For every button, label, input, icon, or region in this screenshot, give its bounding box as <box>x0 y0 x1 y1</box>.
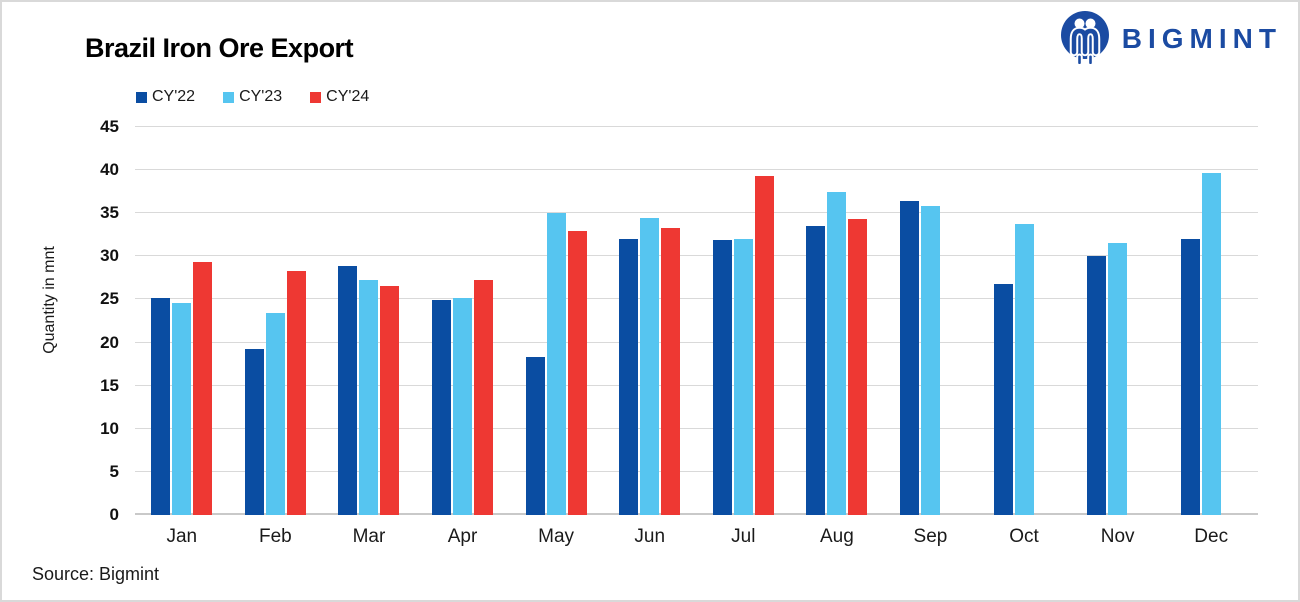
gridline <box>135 298 1258 300</box>
gridline <box>135 341 1258 343</box>
bar-group-mar <box>338 265 400 515</box>
gridline <box>135 384 1258 386</box>
legend-label: CY'24 <box>326 88 370 105</box>
legend-label: CY'22 <box>152 88 196 105</box>
y-axis-tick: 30 <box>100 246 119 266</box>
bar-jul-cy24 <box>754 176 774 515</box>
bar-dec-cy22 <box>1180 239 1200 515</box>
bar-group-apr <box>432 280 494 515</box>
x-axis-label-may: May <box>538 526 575 547</box>
bar-nov-cy23 <box>1108 242 1128 515</box>
bar-feb-cy22 <box>244 349 264 515</box>
gridline <box>135 470 1258 472</box>
x-axis-baseline <box>135 513 1258 515</box>
bar-group-dec <box>1180 172 1242 515</box>
bar-nov-cy22 <box>1087 256 1107 515</box>
page-title: Brazil Iron Ore Export <box>85 33 354 63</box>
y-axis-ticks: 0 5 10 15 20 25 30 35 40 45 <box>57 117 119 524</box>
y-axis-tick: 35 <box>100 203 119 223</box>
bigmint-logo-icon <box>1060 11 1109 66</box>
x-axis-label-apr: Apr <box>447 526 478 547</box>
bar-aug-cy23 <box>827 191 847 515</box>
bar-feb-cy24 <box>286 271 306 515</box>
bar-jun-cy23 <box>640 218 660 515</box>
x-axis-label-nov: Nov <box>1100 526 1135 547</box>
x-axis-label-feb: Feb <box>258 526 292 547</box>
y-axis-tick: 45 <box>100 117 119 136</box>
gridline <box>135 427 1258 429</box>
bar-jul-cy23 <box>733 239 753 515</box>
bar-group-oct <box>993 223 1055 515</box>
y-axis-tick: 40 <box>100 160 119 180</box>
bar-sep-cy22 <box>899 201 919 515</box>
bar-jul-cy22 <box>712 239 732 515</box>
bar-oct-cy23 <box>1014 223 1034 515</box>
y-axis-tick: 10 <box>100 418 119 438</box>
bar-mar-cy24 <box>380 285 400 515</box>
bar-group-jan <box>151 261 213 515</box>
y-axis-tick: 5 <box>109 461 119 481</box>
legend-item-cy23: CY'23 <box>223 88 282 106</box>
bar-group-sep <box>899 201 961 515</box>
x-axis-label-oct: Oct <box>1009 526 1039 547</box>
x-axis-labels: Jan Feb Mar Apr May Jun Jul Aug Sep Oct Nov Dec <box>135 526 1258 552</box>
bar-oct-cy22 <box>993 283 1013 515</box>
bar-group-aug <box>806 191 868 515</box>
gridline <box>135 255 1258 257</box>
bar-group-nov <box>1087 242 1148 515</box>
bar-apr-cy24 <box>474 280 494 515</box>
x-axis-label-dec: Dec <box>1194 526 1229 547</box>
bar-group-jul <box>712 176 774 515</box>
brand-name: BIGMINT <box>1121 23 1282 54</box>
bar-mar-cy22 <box>338 265 358 515</box>
gridline <box>135 212 1258 214</box>
bar-group-jun <box>619 218 681 515</box>
bar-jan-cy24 <box>193 261 213 515</box>
bar-may-cy22 <box>525 357 545 515</box>
bar-apr-cy22 <box>432 300 452 515</box>
bar-jan-cy23 <box>172 302 192 515</box>
x-axis-label-mar: Mar <box>352 526 386 547</box>
legend-swatch-icon <box>223 91 235 103</box>
x-axis-label-jan: Jan <box>166 526 198 547</box>
x-axis-label-sep: Sep <box>913 526 948 547</box>
legend-swatch-icon <box>136 91 147 103</box>
y-axis-tick: 20 <box>100 332 119 352</box>
bar-feb-cy23 <box>265 313 285 515</box>
y-axis-tick: 15 <box>100 375 119 395</box>
bar-may-cy23 <box>546 213 566 515</box>
bar-jan-cy22 <box>151 297 171 515</box>
x-axis-label-jul: Jul <box>731 526 756 547</box>
bar-group-may <box>525 213 587 515</box>
brand-logo: BIGMINT <box>1058 10 1282 68</box>
plot-area <box>135 126 1258 515</box>
y-axis-tick: 0 <box>109 505 119 524</box>
legend-item-cy22: CY'22 <box>136 88 195 106</box>
gridline <box>135 169 1258 171</box>
x-axis-label-aug: Aug <box>819 526 854 547</box>
legend-item-cy24: CY'24 <box>310 88 369 106</box>
bar-may-cy24 <box>567 231 587 515</box>
y-axis-tick: 25 <box>100 289 119 309</box>
bar-jun-cy24 <box>661 227 681 515</box>
gridline <box>135 126 1258 127</box>
source-note: Source: Bigmint <box>32 564 160 584</box>
bar-aug-cy22 <box>806 226 826 515</box>
chart-legend: CY'22 CY'23 CY'24 <box>136 88 369 106</box>
bar-jun-cy22 <box>619 239 639 515</box>
bar-dec-cy23 <box>1201 172 1221 515</box>
legend-label: CY'23 <box>239 88 283 105</box>
bar-aug-cy24 <box>848 219 868 515</box>
x-axis-label-jun: Jun <box>634 526 666 547</box>
bar-mar-cy23 <box>359 280 379 515</box>
bar-sep-cy23 <box>920 206 940 515</box>
bar-apr-cy23 <box>453 297 473 515</box>
legend-swatch-icon <box>310 91 322 103</box>
bar-group-feb <box>244 271 306 515</box>
